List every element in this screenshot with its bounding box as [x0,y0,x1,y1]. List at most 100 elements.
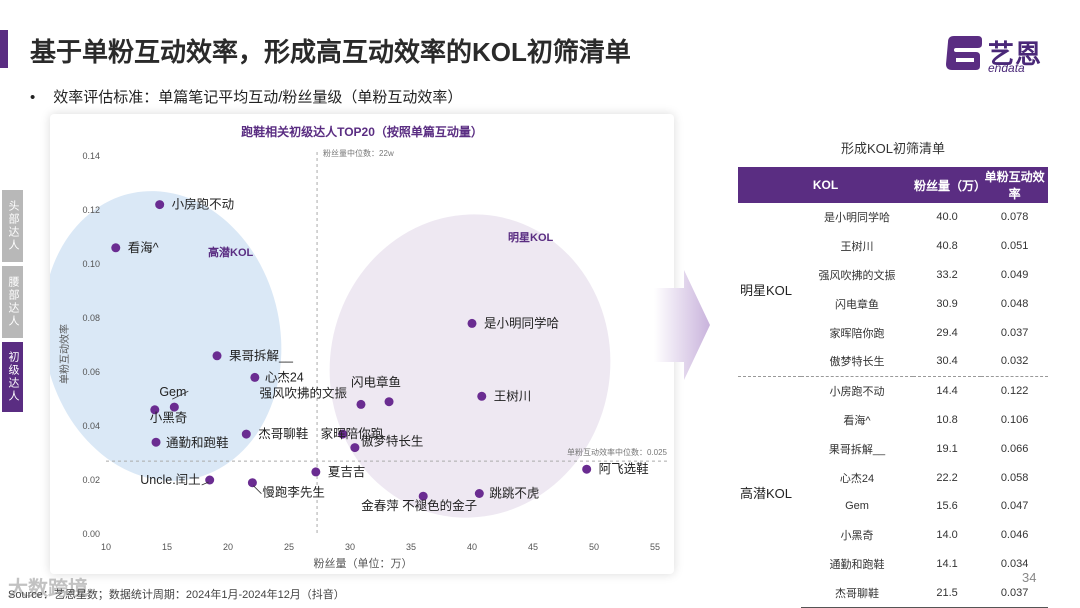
data-point[interactable] [477,391,487,401]
logo-en-text: endata [988,61,1025,75]
table-row: 傲梦特长生 30.4 0.032 [738,347,1048,376]
data-point-label: 心杰24 [265,370,304,384]
data-point-label: 阿飞选鞋 [599,461,650,476]
y-tick-label: 0.00 [82,529,100,539]
x-tick-label: 20 [223,542,233,552]
data-point[interactable] [311,467,321,477]
label-leader-line [172,390,189,400]
watermark: 大数跨境 [8,578,88,600]
data-point-label: 跳跳不虎 [489,487,539,501]
source-note: Source：艺恩星数；数据统计周期：2024年1月-2024年12月（抖音） [8,589,345,601]
side-tab-junior[interactable]: 初级达人 [2,342,23,412]
data-point[interactable] [350,443,360,453]
x-tick-label: 30 [345,542,355,552]
followers-cell: 14.1 [936,557,958,570]
data-point-label: 通勤和跑鞋 [166,435,229,450]
y-axis-label: 单粉互动效率 [58,324,71,384]
efficiency-cell: 0.034 [1000,557,1029,570]
data-point[interactable] [151,437,161,447]
followers-cell: 22.2 [936,471,958,484]
followers-cell: 14.0 [936,529,958,542]
kol-name-cell: 闪电章鱼 [835,298,879,311]
efficiency-cell: 0.066 [1000,442,1029,455]
data-point-label: 家晖陪你跑 [321,426,384,441]
y-tick-label: 0.14 [82,151,100,161]
data-point-label: 杰哥聊鞋 [258,426,309,441]
x-tick-label: 25 [284,542,294,552]
kol-name-cell: 通勤和跑鞋 [829,558,885,571]
x-tick-label: 35 [406,542,416,552]
efficiency-cell: 0.037 [1000,326,1029,339]
efficiency-cell: 0.032 [1000,355,1029,368]
data-point-label: Uncle.闰土 [140,473,200,487]
data-point[interactable] [169,402,179,412]
data-point[interactable] [582,464,592,474]
data-point[interactable] [155,200,165,210]
table-title: 形成KOL初筛清单 [840,141,945,156]
data-point[interactable] [418,491,428,501]
x-axis-label: 粉丝量（单位：万） [314,556,413,570]
data-point-label: Gem [159,385,186,399]
data-point[interactable] [467,318,477,328]
data-point-label: 金春萍 不褪色的金子 [361,498,477,513]
y-tick-label: 0.10 [82,259,100,269]
y-tick-label: 0.06 [82,367,100,377]
median-efficiency-label: 单粉互动效率中位数：0.025 [567,447,668,457]
table-row: 家晖陪你跑 29.4 0.037 [738,318,1048,347]
data-point[interactable] [247,478,257,488]
y-tick-label: 0.08 [82,313,100,323]
side-tab-waist[interactable]: 腰部达人 [2,266,23,338]
data-point-label: 慢跑李先生 [262,485,325,500]
data-point[interactable] [338,429,348,439]
x-tick-label: 55 [650,542,660,552]
table-row: 强风吹拂的文振 33.2 0.049 [738,261,1048,290]
header-efficiency: 单粉互动效率 [981,167,1048,203]
header-followers: 粉丝量（万） [913,167,986,203]
efficiency-cell: 0.049 [1000,268,1029,281]
followers-cell: 15.6 [936,500,958,513]
table-header-row: KOL 粉丝量（万） 单粉互动效率 [738,167,1048,203]
data-point-label: 果哥拆解__ [229,348,294,363]
side-tab-head[interactable]: 头部达人 [2,190,23,262]
data-point-label: 小黑奇 [150,411,188,425]
criteria-bullet: • 效率评估标准：单篇笔记平均互动/粉丝量级（单粉互动效率） [30,86,462,107]
efficiency-cell: 0.046 [1000,529,1029,542]
efficiency-cell: 0.078 [1000,211,1029,224]
scatter-chart-card: 跑鞋相关初级达人TOP20（按照单篇互动量） 高潜KOL 明星KOL 0.00 0… [42,114,674,574]
kol-name-cell: 强风吹拂的文振 [818,269,896,282]
followers-cell: 10.8 [936,413,958,426]
efficiency-cell: 0.122 [981,375,1048,406]
kol-name-cell: 果哥拆解__ [828,443,886,456]
data-point[interactable] [250,372,260,382]
data-point-label: 王树川 [494,388,532,403]
endata-logo-icon [946,36,982,70]
logo-cn-text: 艺恩 [988,39,1043,69]
kol-name-cell: 王树川 [840,241,874,254]
chart-title: 跑鞋相关初级达人TOP20（按照单篇互动量） [241,124,483,139]
followers-cell: 21.5 [913,578,982,608]
flow-arrow-icon [654,270,710,380]
data-point[interactable] [356,399,366,409]
table-row: 小黑奇 14.0 0.046 [738,521,1048,550]
data-point-label: 是小明同学哈 [484,315,560,330]
x-tick-label: 40 [467,542,477,552]
data-point[interactable] [474,489,484,498]
data-point[interactable] [241,429,251,439]
data-point-label: 闪电章鱼 [351,374,401,389]
x-tick-label: 10 [101,542,111,552]
data-point[interactable] [150,405,160,415]
followers-cell: 40.0 [936,211,958,224]
followers-cell: 30.9 [936,297,958,310]
data-point[interactable] [212,351,222,361]
kol-name-cell: 看海^ [843,414,871,427]
data-point[interactable] [384,397,394,407]
kol-shortlist-table: KOL 粉丝量（万） 单粉互动效率 明星KOL 是小明同学哈 40.0 0.078 王树… [738,167,1048,608]
page-title: 基于单粉互动效率，形成高互动效率的KOL初筛清单 [30,37,631,67]
table-row: 通勤和跑鞋 14.1 0.034 [738,550,1048,579]
followers-cell: 19.1 [936,442,958,455]
table-row: 明星KOL 是小明同学哈 40.0 0.078 [738,203,1048,298]
data-point[interactable] [111,243,121,253]
header-kol: KOL [738,167,913,203]
followers-cell: 30.4 [936,355,958,368]
kol-name-cell: 家晖陪你跑 [829,327,885,340]
